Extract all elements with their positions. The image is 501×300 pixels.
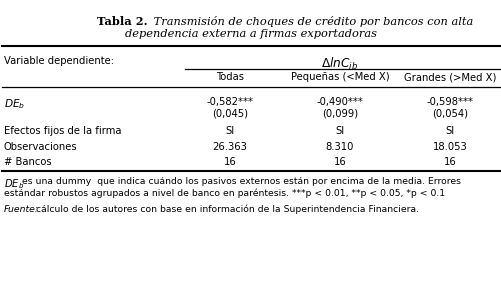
Text: estándar robustos agrupados a nivel de banco en paréntesis. ***p < 0.01, **p < 0: estándar robustos agrupados a nivel de b… xyxy=(4,189,444,199)
Text: Variable dependiente:: Variable dependiente: xyxy=(4,56,114,66)
Text: Efectos fijos de la firma: Efectos fijos de la firma xyxy=(4,126,121,136)
Text: dependencia externa a firmas exportadoras: dependencia externa a firmas exportadora… xyxy=(125,29,376,39)
Text: -0,598***: -0,598*** xyxy=(426,97,472,107)
Text: 18.053: 18.053 xyxy=(432,142,466,152)
Text: $DE_b$: $DE_b$ xyxy=(4,177,24,191)
Text: (0,099): (0,099) xyxy=(321,109,357,119)
Text: Transmisión de choques de crédito por bancos con alta: Transmisión de choques de crédito por ba… xyxy=(150,16,472,27)
Text: SI: SI xyxy=(225,126,234,136)
Text: SI: SI xyxy=(335,126,344,136)
Text: Observaciones: Observaciones xyxy=(4,142,78,152)
Text: (0,054): (0,054) xyxy=(431,109,467,119)
Text: Tabla 2.: Tabla 2. xyxy=(97,16,148,27)
Text: SI: SI xyxy=(444,126,454,136)
Text: -0,490***: -0,490*** xyxy=(316,97,363,107)
Text: $\Delta lnC_{ib}$: $\Delta lnC_{ib}$ xyxy=(321,56,358,72)
Text: cálculo de los autores con base en información de la Superintendencia Financiera: cálculo de los autores con base en infor… xyxy=(36,205,418,214)
Text: es una dummy  que indica cuándo los pasivos externos están por encima de la medi: es una dummy que indica cuándo los pasiv… xyxy=(22,177,460,186)
Text: Grandes (>Med X): Grandes (>Med X) xyxy=(403,72,495,82)
Text: # Bancos: # Bancos xyxy=(4,157,52,167)
Text: Fuente:: Fuente: xyxy=(4,205,39,214)
Text: (0,045): (0,045) xyxy=(211,109,247,119)
Text: 8.310: 8.310 xyxy=(325,142,354,152)
Text: 26.363: 26.363 xyxy=(212,142,247,152)
Text: -0,582***: -0,582*** xyxy=(206,97,253,107)
Text: Pequeñas (<Med X): Pequeñas (<Med X) xyxy=(290,72,389,82)
Text: Todas: Todas xyxy=(215,72,243,82)
Text: 16: 16 xyxy=(333,157,346,167)
Text: $DE_b$: $DE_b$ xyxy=(4,97,25,111)
Text: 16: 16 xyxy=(223,157,236,167)
Text: 16: 16 xyxy=(443,157,455,167)
